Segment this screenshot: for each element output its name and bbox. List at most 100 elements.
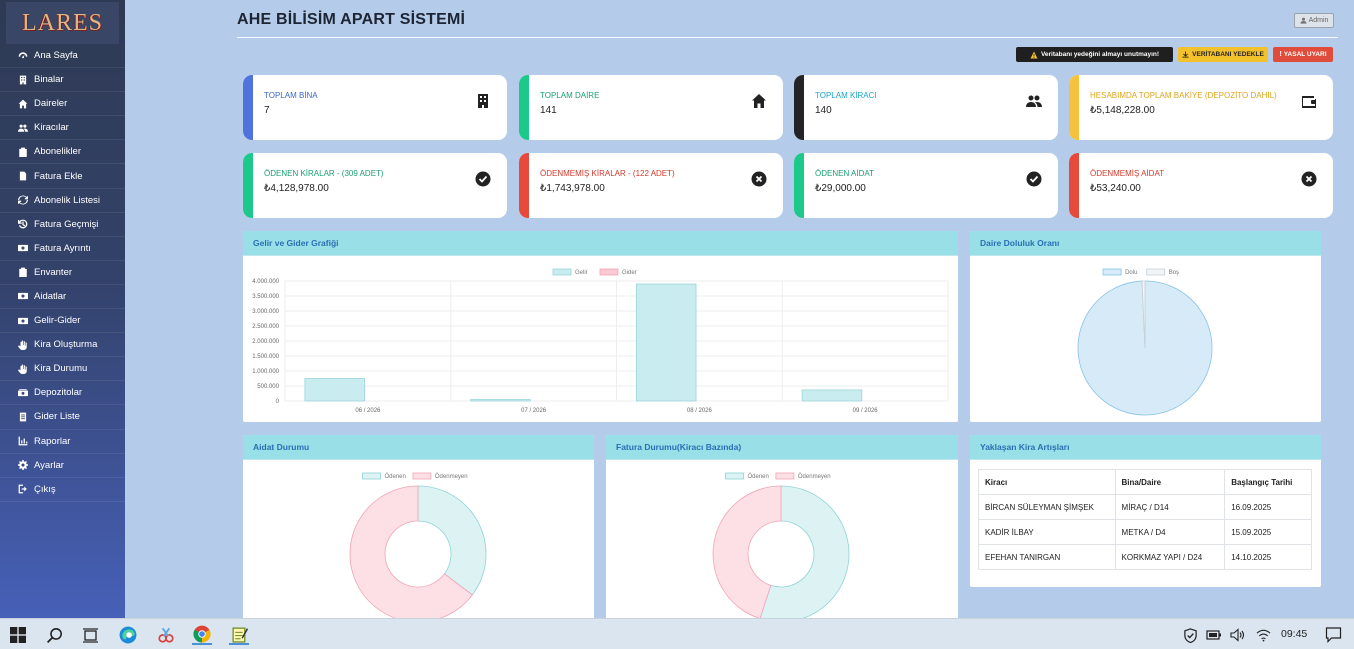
card-value: ₺1,743,978.00 bbox=[540, 183, 605, 194]
table-row[interactable]: EFEHAN TANIRGAN KORKMAZ YAPI / D24 14.10.2… bbox=[978, 544, 1312, 570]
legend-label: Ödenen bbox=[748, 473, 769, 480]
sidebar-item-label: Ana Sayfa bbox=[34, 50, 78, 62]
sidebar-item-8[interactable]: Fatura Geçmişi bbox=[0, 213, 125, 237]
home-icon bbox=[751, 93, 767, 109]
stat-card[interactable]: HESABIMDA TOPLAM BAKİYE (DEPOZİTO DAHİL)… bbox=[1069, 75, 1333, 140]
snipping-tool-icon[interactable] bbox=[156, 625, 176, 645]
bar-gelir[interactable] bbox=[470, 399, 531, 402]
logout-icon bbox=[17, 484, 28, 495]
stat-card[interactable]: ÖDENMEMİŞ KİRALAR - (122 ADET) ₺1,743,978… bbox=[519, 153, 783, 218]
building-icon bbox=[17, 74, 28, 85]
sidebar-item-14[interactable]: Kira Durumu bbox=[0, 357, 125, 382]
sidebar-item-6[interactable]: Fatura Ekle bbox=[0, 164, 125, 189]
stat-card[interactable]: ÖDENEN AİDAT ₺29,000.00 bbox=[794, 153, 1058, 218]
bar-gelir[interactable] bbox=[304, 378, 365, 402]
home-icon bbox=[17, 98, 28, 109]
stat-card[interactable]: TOPLAM BİNA 7 bbox=[243, 75, 507, 140]
card-accent bbox=[794, 75, 804, 140]
exclamation-icon: ! bbox=[1279, 51, 1282, 58]
sidebar-item-15[interactable]: Depozitolar bbox=[0, 381, 125, 406]
panel-title: Aidat Durumu bbox=[243, 435, 594, 460]
sidebar-item-label: Gider Liste bbox=[34, 411, 80, 423]
sidebar-item-label: Fatura Geçmişi bbox=[34, 218, 99, 230]
sidebar-item-10[interactable]: Envanter bbox=[0, 261, 125, 285]
column-header[interactable]: Başlangıç Tarihi bbox=[1224, 469, 1312, 495]
card-accent bbox=[243, 153, 253, 218]
sidebar-item-1[interactable]: Ana Sayfa bbox=[0, 44, 125, 69]
x-tick-label: 07 / 2026 bbox=[521, 408, 547, 414]
app-logo[interactable]: LARES bbox=[6, 2, 119, 44]
slice-boş[interactable] bbox=[1141, 280, 1146, 349]
task-view-icon[interactable] bbox=[80, 625, 100, 645]
backup-database-button[interactable]: VERİTABANI YEDEKLE bbox=[1178, 47, 1268, 62]
refresh-icon bbox=[17, 195, 28, 206]
taskbar-clock[interactable]: 09:45 bbox=[1281, 628, 1308, 640]
column-header[interactable]: Bina/Daire bbox=[1114, 469, 1226, 495]
sidebar-item-18[interactable]: Ayarlar bbox=[0, 454, 125, 478]
stat-card[interactable]: TOPLAM KİRACI 140 bbox=[794, 75, 1058, 140]
occupancy-pie-chart: Dolu Boş bbox=[1077, 268, 1213, 416]
card-label: TOPLAM DAİRE bbox=[540, 91, 600, 100]
wifi-icon[interactable] bbox=[1253, 625, 1273, 645]
sidebar-item-label: Kira Oluşturma bbox=[34, 339, 98, 351]
taskbar: 09:45 bbox=[0, 618, 1354, 649]
list-icon bbox=[17, 411, 28, 422]
sidebar-item-19[interactable]: Çıkış bbox=[0, 478, 125, 502]
sidebar-item-label: Gelir-Gider bbox=[34, 315, 81, 327]
table-cell: BİRCAN SÜLEYMAN ŞİMŞEK bbox=[978, 494, 1116, 520]
card-value: ₺53,240.00 bbox=[1090, 183, 1141, 194]
table-row[interactable]: BİRCAN SÜLEYMAN ŞİMŞEK MİRAÇ / D14 16.09.2… bbox=[978, 494, 1312, 520]
bar-gelir[interactable] bbox=[801, 389, 863, 402]
panel-title: Gelir ve Gider Grafiği bbox=[243, 231, 958, 256]
sidebar-item-label: Binalar bbox=[34, 74, 64, 86]
panel-title: Yaklaşan Kira Artışları bbox=[970, 435, 1321, 460]
windows-start-icon[interactable] bbox=[8, 625, 28, 645]
security-shield-icon[interactable] bbox=[1180, 625, 1200, 645]
column-header[interactable]: Kiracı bbox=[978, 469, 1116, 495]
x-tick-label: 06 / 2026 bbox=[355, 408, 381, 414]
card-label: TOPLAM BİNA bbox=[264, 91, 318, 100]
battery-icon[interactable] bbox=[1204, 625, 1224, 645]
panel-title: Fatura Durumu(Kiracı Bazında) bbox=[606, 435, 958, 460]
sidebar-item-9[interactable]: Fatura Ayrıntı bbox=[0, 237, 125, 261]
table-row[interactable]: KADİR İLBAY METKA / D4 15.09.2025 bbox=[978, 519, 1312, 545]
sidebar-item-5[interactable]: Abonelikler bbox=[0, 140, 125, 165]
sidebar-item-12[interactable]: Gelir-Gider bbox=[0, 309, 125, 334]
edge-browser-icon[interactable] bbox=[118, 625, 138, 645]
history-icon bbox=[17, 219, 28, 230]
stat-card[interactable]: TOPLAM DAİRE 141 bbox=[519, 75, 783, 140]
bar-gelir[interactable] bbox=[635, 283, 697, 402]
sidebar-item-11[interactable]: Aidatlar bbox=[0, 285, 125, 310]
sidebar-item-4[interactable]: Kiracılar bbox=[0, 116, 125, 141]
slice-ödenmeyen[interactable] bbox=[712, 485, 782, 620]
sidebar-item-label: Aidatlar bbox=[34, 290, 67, 302]
sidebar-item-2[interactable]: Binalar bbox=[0, 68, 125, 93]
legend-swatch bbox=[1102, 268, 1122, 276]
slice-ödenen[interactable] bbox=[417, 485, 487, 596]
admin-button[interactable]: Admin bbox=[1294, 13, 1334, 28]
y-tick-label: 3.500.000 bbox=[252, 294, 279, 300]
notepad-icon[interactable] bbox=[229, 625, 249, 645]
page-title: AHE BİLİSİM APART SİSTEMİ bbox=[237, 11, 466, 28]
chrome-browser-icon[interactable] bbox=[192, 625, 212, 645]
sidebar-item-label: Kiracılar bbox=[34, 122, 69, 134]
sidebar-item-13[interactable]: Kira Oluşturma bbox=[0, 333, 125, 358]
sidebar-item-3[interactable]: Daireler bbox=[0, 92, 125, 117]
table-cell: MİRAÇ / D14 bbox=[1114, 494, 1226, 520]
legend-swatch bbox=[362, 472, 381, 480]
search-icon[interactable] bbox=[44, 625, 64, 645]
y-tick-label: 2.000.000 bbox=[252, 339, 279, 345]
notifications-icon[interactable] bbox=[1323, 625, 1343, 645]
legal-warning-button[interactable]: ! YASAL UYARI bbox=[1273, 47, 1333, 62]
sidebar-item-label: Abonelikler bbox=[34, 146, 81, 158]
stat-card[interactable]: ÖDENMEMİŞ AİDAT ₺53,240.00 bbox=[1069, 153, 1333, 218]
sidebar: LARES Ana Sayfa Binalar Daireler Kiracılar A… bbox=[0, 0, 125, 618]
volume-icon[interactable] bbox=[1228, 625, 1248, 645]
y-tick-label: 3.000.000 bbox=[252, 309, 279, 315]
income-expense-chart: Gelir Gider 4.000.000 3.500.000 3.000.000 2.5… bbox=[252, 268, 949, 414]
sidebar-item-16[interactable]: Gider Liste bbox=[0, 405, 125, 430]
legend-label: Gelir bbox=[575, 270, 588, 276]
sidebar-item-7[interactable]: Abonelik Listesi bbox=[0, 189, 125, 213]
stat-card[interactable]: ÖDENEN KİRALAR - (309 ADET) ₺4,128,978.00 bbox=[243, 153, 507, 218]
sidebar-item-17[interactable]: Raporlar bbox=[0, 430, 125, 454]
